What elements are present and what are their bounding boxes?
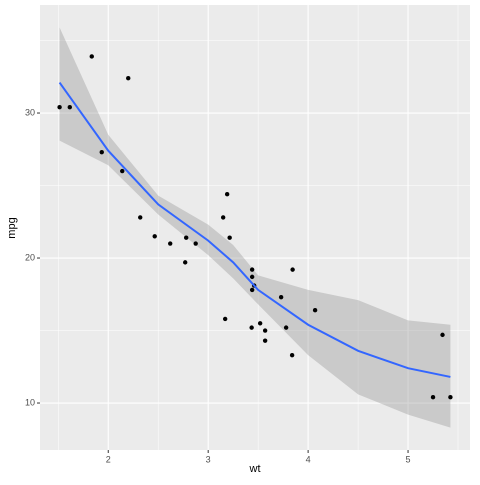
point (278, 294, 284, 300)
y-axis-label: mpg (6, 217, 18, 238)
point (67, 105, 72, 110)
point (249, 274, 255, 280)
point (183, 235, 189, 240)
point (224, 192, 230, 197)
confidence-band (59, 27, 451, 428)
point (249, 267, 255, 272)
point (57, 105, 62, 110)
point (168, 241, 173, 246)
point (126, 76, 131, 81)
point (193, 241, 198, 246)
x-tick-label: 3 (206, 454, 211, 464)
y-tick-label: 30 (25, 107, 35, 117)
point (138, 215, 143, 220)
panel (40, 5, 470, 450)
point (182, 260, 188, 265)
point (152, 234, 157, 239)
smooth-line (58, 81, 451, 378)
point (99, 149, 104, 155)
x-tick-label: 4 (306, 454, 311, 464)
point (312, 308, 318, 313)
point (220, 215, 226, 220)
y-tick-label: 10 (25, 397, 35, 407)
point (257, 321, 263, 326)
point (227, 235, 232, 240)
point (290, 267, 295, 272)
x-axis-label: wt (249, 463, 261, 475)
point (283, 325, 289, 330)
point (262, 328, 268, 333)
point (222, 316, 228, 322)
point (89, 54, 94, 59)
point (430, 395, 436, 400)
point (440, 332, 445, 338)
point (448, 395, 453, 400)
point (249, 287, 255, 293)
point (289, 352, 295, 358)
point (249, 325, 254, 330)
point (120, 168, 125, 174)
y-tick-label: 20 (25, 252, 35, 262)
point (262, 338, 268, 343)
x-tick-label: 2 (106, 454, 111, 464)
x-tick-label: 5 (406, 454, 411, 464)
